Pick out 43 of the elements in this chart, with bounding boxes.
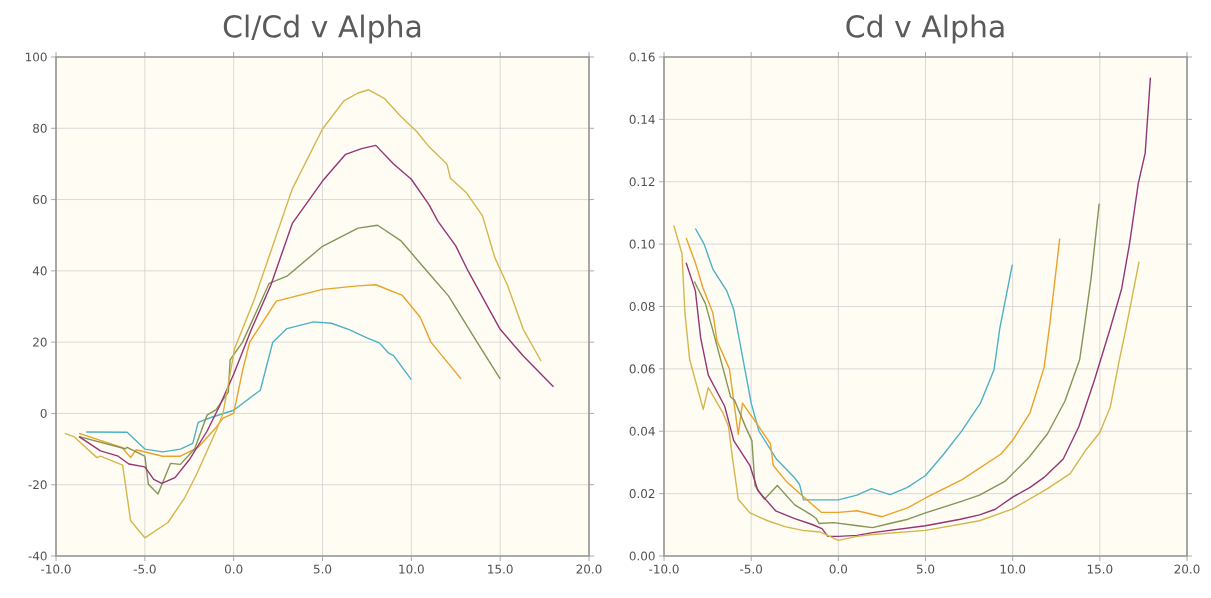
x-tick-label: 0.0 — [224, 564, 243, 574]
x-tick-label: -5.0 — [740, 564, 763, 574]
x-tick-label: 15.0 — [1087, 564, 1113, 574]
chart-title: Cl/Cd v Alpha — [223, 14, 421, 44]
x-tick-label: 20.0 — [576, 564, 602, 574]
x-tick-label: 10.0 — [399, 564, 424, 574]
y-tick-label: 0 — [40, 408, 47, 418]
y-tick-label: 0.02 — [629, 489, 655, 499]
y-tick-label: 0.00 — [629, 551, 655, 561]
y-tick-label: 0.10 — [629, 239, 655, 249]
y-tick-label: 80 — [33, 123, 47, 133]
x-tick-label: 5.0 — [916, 564, 935, 574]
line-series — [693, 202, 1100, 529]
line-series — [673, 224, 1140, 542]
line-series — [78, 144, 555, 484]
y-tick-label: 0.12 — [629, 177, 655, 187]
line-series — [78, 224, 501, 495]
chart-title: Cd v Alpha — [846, 14, 1004, 44]
line-series — [685, 237, 1061, 518]
x-tick-label: 15.0 — [488, 564, 513, 574]
y-tick-label: 100 — [25, 52, 47, 62]
x-tick-label: 10.0 — [1000, 564, 1026, 574]
x-tick-label: 0.0 — [829, 564, 848, 574]
x-tick-label: -5.0 — [133, 564, 156, 574]
y-tick-label: 0.14 — [629, 114, 655, 124]
y-tick-label: 20 — [33, 337, 47, 347]
line-series — [78, 284, 462, 459]
x-tick-label: -10.0 — [649, 564, 679, 574]
x-tick-label: 5.0 — [313, 564, 332, 574]
y-tick-label: 0.08 — [629, 301, 655, 312]
line-series — [85, 321, 413, 453]
line-series — [694, 227, 1014, 501]
line-series — [64, 89, 542, 539]
line-series — [685, 76, 1152, 538]
y-tick-label: 0.04 — [629, 426, 655, 436]
y-tick-label: 40 — [32, 266, 47, 276]
y-tick-label: -20 — [28, 480, 47, 490]
x-tick-label: -10.0 — [41, 564, 71, 574]
y-tick-label: 0.06 — [629, 364, 655, 374]
y-tick-label: 60 — [33, 195, 47, 205]
y-tick-label: 0.16 — [629, 52, 655, 62]
x-tick-label: 20.0 — [1174, 564, 1200, 574]
y-tick-label: -40 — [28, 551, 47, 561]
